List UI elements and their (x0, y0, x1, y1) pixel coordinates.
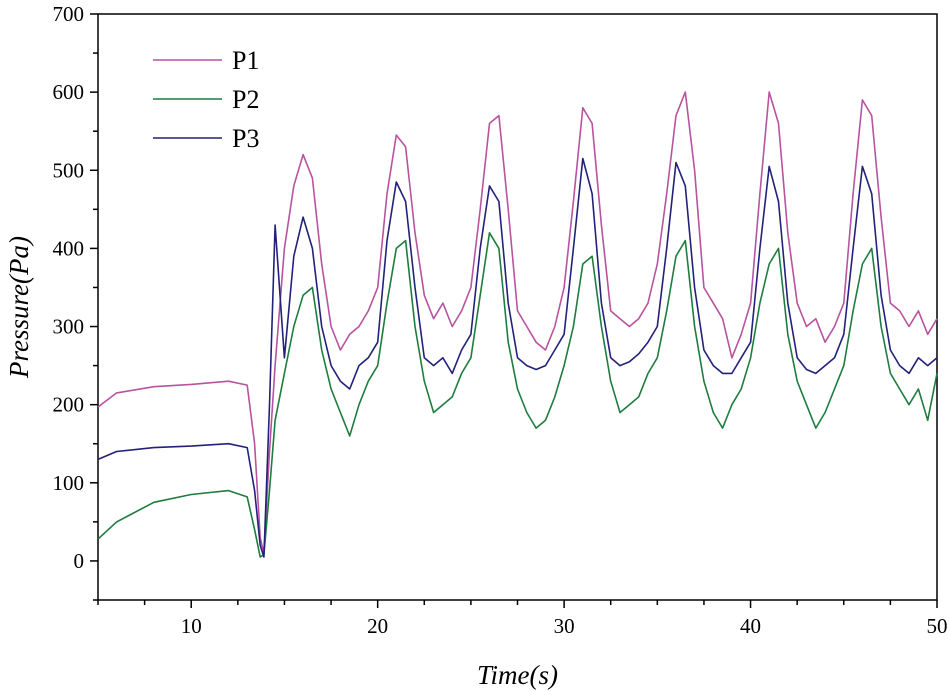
y-axis-title: Pressure(Pa) (4, 236, 34, 379)
x-tick-label: 20 (367, 614, 388, 638)
x-tick-label: 10 (181, 614, 202, 638)
series-line-p2 (97, 232, 938, 558)
series-layer (97, 91, 938, 558)
x-axis-title: Time(s) (477, 660, 558, 690)
y-tick-label: 100 (53, 471, 85, 495)
x-tick-label: 40 (740, 614, 761, 638)
series-line-p1 (97, 91, 938, 554)
y-tick-label: 0 (74, 549, 85, 573)
y-axis: 0 100 200 300 400 500 600 700 (53, 2, 98, 601)
legend: P1 P2 P3 (153, 46, 259, 153)
x-axis: 10 20 30 40 50 (97, 600, 948, 638)
series-line-p3 (97, 157, 938, 558)
legend-label-p3: P3 (232, 124, 259, 153)
legend-label-p2: P2 (232, 85, 259, 114)
x-tick-label: 50 (927, 614, 948, 638)
y-tick-label: 500 (53, 158, 85, 182)
legend-label-p1: P1 (232, 46, 259, 75)
x-tick-label: 30 (554, 614, 575, 638)
y-tick-label: 200 (53, 393, 85, 417)
y-tick-label: 700 (53, 2, 85, 26)
y-tick-label: 300 (53, 315, 85, 339)
y-tick-label: 400 (53, 236, 85, 260)
y-tick-label: 600 (53, 80, 85, 104)
